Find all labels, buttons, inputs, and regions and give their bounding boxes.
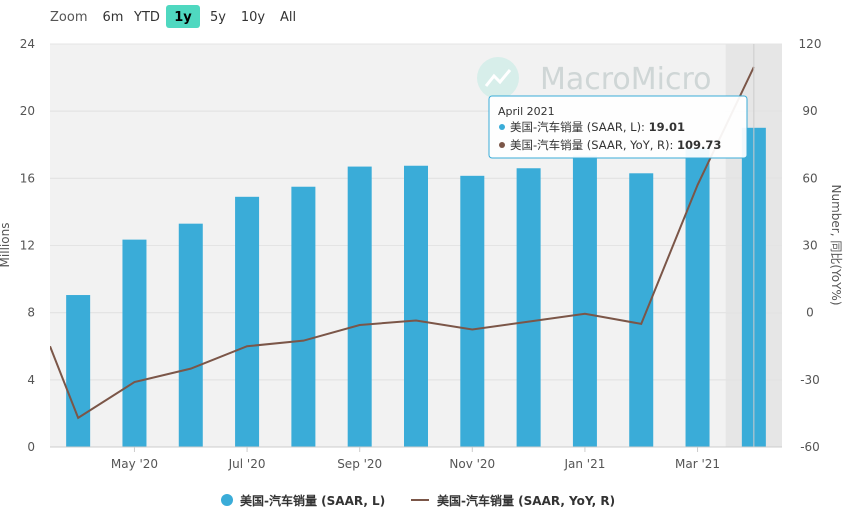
zoom-button-ytd[interactable]: YTD	[133, 10, 160, 25]
legend-item-bars[interactable]: 美国-汽车销量 (SAAR, L)	[221, 493, 385, 508]
zoom-button-label: 10y	[241, 10, 266, 25]
y-right-tick-label: 120	[799, 37, 822, 51]
zoom-range-selector: Zoom 6m YTD 1y 5y 10y All	[50, 5, 296, 28]
x-tick-label: Nov '20	[449, 457, 495, 471]
x-tick-label: Jan '21	[563, 457, 605, 471]
bar-2020-06[interactable]	[178, 223, 203, 447]
tooltip-row-line-value: 109.73	[677, 138, 721, 152]
zoom-button-label: 6m	[103, 10, 124, 25]
bar-2020-07[interactable]	[235, 196, 260, 447]
legend-item-line[interactable]: 美国-汽车销量 (SAAR, YoY, R)	[411, 493, 615, 508]
zoom-button-10y[interactable]: 10y	[241, 10, 266, 25]
zoom-label: Zoom	[50, 10, 87, 25]
y-right-tick-label: 90	[802, 104, 817, 118]
y-left-tick-label: 0	[27, 440, 35, 454]
tooltip-row-bar-label: 美国-汽车销量 (SAAR, L):	[510, 120, 649, 134]
zoom-button-active-bg	[166, 5, 200, 28]
bar-2020-08[interactable]	[291, 186, 316, 447]
x-tick-label: May '20	[111, 457, 158, 471]
tooltip: April 2021 美国-汽车销量 (SAAR, L): 19.01 美国-汽…	[488, 95, 748, 159]
y-right-tick-label: 0	[806, 306, 814, 320]
tooltip-line-marker-icon	[499, 142, 505, 148]
x-tick-label: Sep '20	[337, 457, 382, 471]
legend: 美国-汽车销量 (SAAR, L) 美国-汽车销量 (SAAR, YoY, R)	[221, 493, 615, 508]
legend-bar-marker-icon	[221, 494, 233, 506]
zoom-button-label: All	[280, 10, 296, 25]
zoom-button-1y[interactable]: 1y	[166, 5, 200, 28]
legend-bar-label: 美国-汽车销量 (SAAR, L)	[240, 493, 385, 508]
y-left-tick-label: 20	[20, 104, 35, 118]
tooltip-box	[488, 95, 748, 159]
y-left-tick-label: 12	[20, 239, 35, 253]
zoom-button-6m[interactable]: 6m	[103, 10, 124, 25]
y-left-tick-label: 8	[27, 306, 35, 320]
bar-2020-04[interactable]	[66, 295, 91, 447]
tooltip-row-line-label: 美国-汽车销量 (SAAR, YoY, R):	[510, 138, 677, 152]
zoom-button-all[interactable]: All	[280, 10, 296, 25]
zoom-button-label: YTD	[133, 10, 160, 25]
bar-2020-10[interactable]	[404, 165, 428, 448]
y-left-tick-label: 4	[27, 373, 35, 387]
bar-2021-03[interactable]	[685, 148, 710, 447]
tooltip-row-line: 美国-汽车销量 (SAAR, YoY, R): 109.73	[510, 138, 721, 152]
bar-2020-11[interactable]	[460, 175, 485, 448]
y-left-tick-label: 24	[20, 37, 35, 51]
tooltip-row-bar-value: 19.01	[649, 120, 685, 134]
bar-2020-12[interactable]	[516, 168, 541, 447]
zoom-button-label: 5y	[210, 10, 226, 25]
zoom-button-5y[interactable]: 5y	[210, 10, 226, 25]
y-right-tick-label: 60	[802, 171, 817, 185]
y-axis-right-title: Number, 同比(YoY%)	[829, 184, 843, 305]
y-right-tick-label: -60	[800, 440, 820, 454]
zoom-button-label: 1y	[174, 10, 192, 25]
watermark: MacroMicro	[477, 57, 712, 99]
y-axis-left-title: Millions	[0, 223, 12, 268]
x-tick-label: Mar '21	[675, 457, 720, 471]
x-tick-label: Jul '20	[228, 457, 266, 471]
y-right-tick-label: -30	[800, 373, 820, 387]
bar-2020-05[interactable]	[122, 239, 147, 447]
tooltip-row-bar: 美国-汽车销量 (SAAR, L): 19.01	[510, 120, 685, 134]
tooltip-bar-marker-icon	[499, 124, 505, 130]
watermark-logo-chart-icon	[484, 69, 512, 87]
bar-2021-02[interactable]	[629, 173, 654, 447]
y-right-tick-label: 30	[802, 239, 817, 253]
bar-2020-09[interactable]	[347, 166, 372, 447]
legend-line-label: 美国-汽车销量 (SAAR, YoY, R)	[437, 493, 615, 508]
tooltip-title: April 2021	[498, 105, 555, 118]
y-left-tick-label: 16	[20, 171, 35, 185]
watermark-text: MacroMicro	[540, 62, 712, 97]
bar-2021-01[interactable]	[572, 155, 597, 447]
line-series-yoy[interactable]	[50, 66, 755, 420]
